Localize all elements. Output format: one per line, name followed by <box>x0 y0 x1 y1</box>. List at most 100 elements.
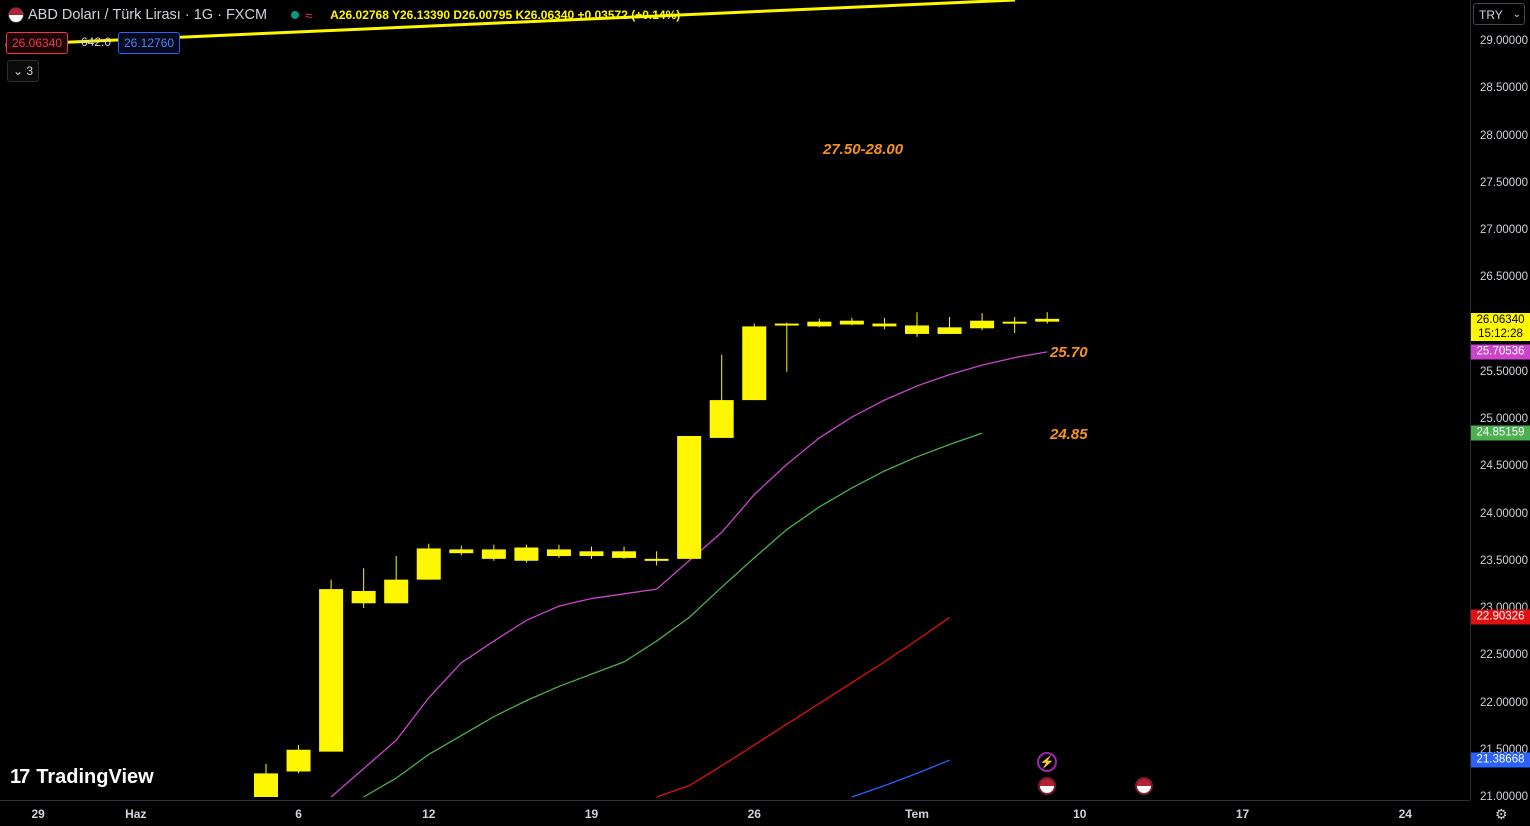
moving-average-line-2[interactable] <box>363 432 983 798</box>
candle[interactable] <box>514 544 539 563</box>
ohlc-values: A26.02768 Y26.13390 D26.00795 K26.06340 … <box>330 8 681 22</box>
price-tick-label: 21.00000 <box>1480 791 1528 803</box>
moving-average-line-3[interactable] <box>656 616 950 798</box>
price-tick-label: 28.50000 <box>1480 82 1528 95</box>
price-tick-label: 24.50000 <box>1480 460 1528 473</box>
ma2-annotation: 24.85 <box>1050 426 1088 443</box>
candle-body <box>709 400 734 438</box>
candle[interactable] <box>384 556 409 604</box>
candle[interactable] <box>481 544 506 561</box>
price-tick-label: 22.00000 <box>1480 696 1528 709</box>
candle-body <box>839 320 864 325</box>
candle[interactable] <box>449 545 474 556</box>
currency-value: TRY <box>1479 8 1503 22</box>
candle-body <box>546 549 571 557</box>
us-flag-event-icon[interactable] <box>1135 777 1153 795</box>
price-axis[interactable]: 29.00000 28.50000 28.00000 27.50000 27.00000… <box>1470 0 1530 803</box>
sell-button[interactable]: 26.06340 <box>6 32 69 54</box>
ma-value-badge-2: 24.85159 <box>1471 425 1530 441</box>
time-tick-label: 17 <box>1235 807 1250 821</box>
ma1-annotation: 25.70 <box>1050 344 1088 361</box>
time-tick-label: 24 <box>1398 807 1412 821</box>
candle[interactable] <box>254 763 278 797</box>
price-tick-label: 29.00000 <box>1480 35 1528 47</box>
tradingview-name: TradingView <box>36 766 154 788</box>
candle-body <box>416 548 441 580</box>
symbol-legend[interactable]: ABD Doları / Türk Lirası · 1G · FXCM ≈ A… <box>0 0 680 30</box>
price-chart[interactable] <box>0 0 1470 800</box>
price-tick-label: 22.50000 <box>1480 649 1528 662</box>
lightning-icon[interactable]: ⚡ <box>1037 752 1057 772</box>
time-axis[interactable]: 29 Haz 6 12 19 26 Tem 10 17 24 <box>0 800 1470 826</box>
tradingview-mark-icon: 17 <box>10 766 30 788</box>
settings-gear-icon[interactable]: ⚙ <box>1495 806 1508 822</box>
time-tick-label: Haz <box>125 807 147 821</box>
candle[interactable] <box>319 579 344 752</box>
candle-body <box>514 547 539 561</box>
candle[interactable] <box>774 322 799 372</box>
symbol-title[interactable]: ABD Doları / Türk Lirası · 1G · FXCM <box>28 7 268 23</box>
candle[interactable] <box>709 354 734 438</box>
candle-body <box>905 325 929 334</box>
candle-body <box>579 551 604 557</box>
candle[interactable] <box>612 546 637 559</box>
candle[interactable] <box>807 318 832 328</box>
chevron-down-icon: ⌄ <box>12 64 24 78</box>
candle[interactable] <box>644 551 669 566</box>
candle-body <box>319 589 344 752</box>
ma-value-badge-1: 25.70536 <box>1471 344 1530 360</box>
candle-body <box>1002 321 1027 324</box>
candle[interactable] <box>1035 312 1060 324</box>
candle-body <box>481 549 506 559</box>
moving-average-line-1[interactable] <box>330 351 1048 798</box>
candle-body <box>677 436 702 559</box>
candle[interactable] <box>937 316 962 334</box>
time-tick-label: 29 <box>31 807 45 821</box>
candle[interactable] <box>351 568 376 608</box>
candle-body <box>872 323 897 327</box>
time-tick-label: 19 <box>584 807 599 821</box>
candle[interactable] <box>742 323 767 401</box>
candle-body <box>742 326 767 401</box>
price-tick-label: 28.00000 <box>1480 129 1528 142</box>
candle[interactable] <box>416 543 441 580</box>
candle-body <box>286 749 311 772</box>
candle[interactable] <box>872 317 897 330</box>
price-tick-label: 23.50000 <box>1480 554 1528 567</box>
currency-select[interactable]: TRY ⌄ <box>1473 3 1525 25</box>
target-range-annotation: 27.50-28.00 <box>823 141 904 158</box>
time-tick-label: 26 <box>747 807 761 821</box>
time-tick-label: 12 <box>422 807 436 821</box>
candle-body <box>612 551 637 558</box>
candle[interactable] <box>677 436 702 559</box>
buy-button[interactable]: 26.12760 <box>118 32 181 54</box>
candle-body <box>774 323 799 326</box>
wave-icon: ≈ <box>305 7 313 23</box>
ma-value-badge-3: 22.90326 <box>1471 609 1530 625</box>
moving-average-line-4[interactable] <box>851 759 950 798</box>
candle[interactable] <box>579 546 604 559</box>
candle[interactable] <box>839 317 864 326</box>
candle[interactable] <box>1002 316 1027 334</box>
candle[interactable] <box>546 544 571 558</box>
chevron-down-icon: ⌄ <box>1512 9 1521 20</box>
time-tick-label: Tem <box>905 807 929 821</box>
candle-body <box>644 558 669 561</box>
candle-body <box>254 773 278 797</box>
market-open-icon <box>291 11 300 19</box>
candle[interactable] <box>970 313 995 331</box>
candle[interactable] <box>286 745 311 774</box>
price-tick-label: 27.00000 <box>1480 224 1528 236</box>
ma-value-badge-4: 21.38668 <box>1471 752 1530 768</box>
tradingview-logo[interactable]: 17 TradingView <box>10 766 154 789</box>
candle-body <box>937 327 962 334</box>
indicator-count: 3 <box>26 64 34 78</box>
indicators-toggle-button[interactable]: ⌄ 3 <box>7 60 39 82</box>
price-tick-label: 25.00000 <box>1480 413 1528 425</box>
candle-body <box>384 579 409 604</box>
candle-body <box>1035 318 1060 322</box>
us-flag-icon <box>8 7 24 23</box>
time-tick-label: 10 <box>1073 807 1087 821</box>
candle[interactable] <box>905 312 929 337</box>
us-flag-event-icon[interactable] <box>1038 777 1056 795</box>
